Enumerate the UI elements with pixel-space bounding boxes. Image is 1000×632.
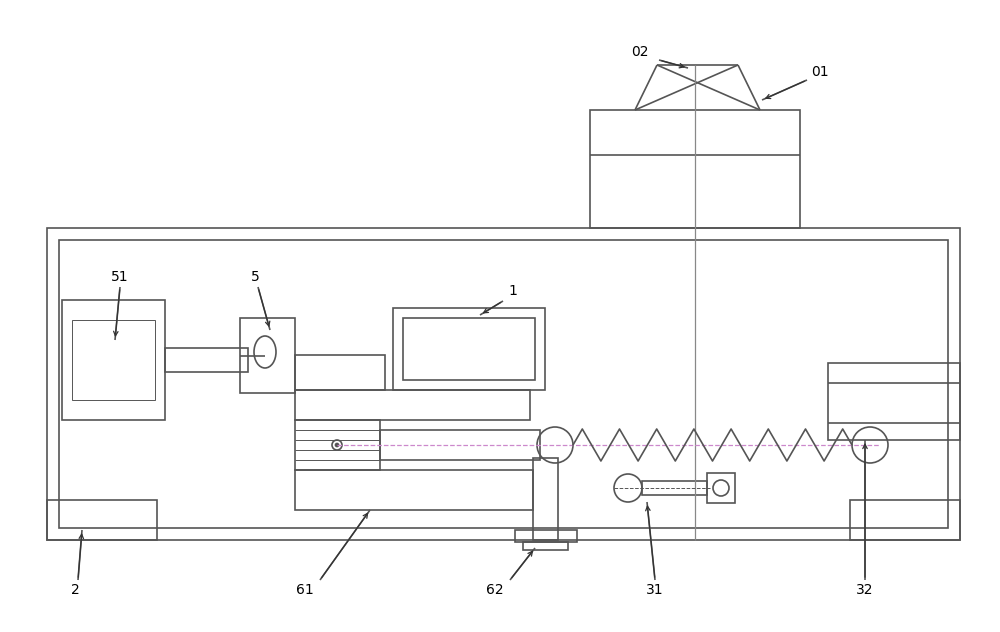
Bar: [515, 530, 577, 542]
Bar: [828, 363, 960, 440]
Bar: [59, 240, 948, 528]
Text: 2: 2: [71, 583, 79, 597]
Bar: [533, 458, 558, 540]
Bar: [295, 420, 380, 470]
Bar: [72, 320, 155, 400]
Text: 62: 62: [486, 583, 504, 597]
Bar: [165, 348, 248, 372]
Text: 5: 5: [251, 270, 259, 284]
Text: 1: 1: [509, 284, 517, 298]
Bar: [403, 318, 535, 380]
Bar: [295, 390, 530, 420]
Bar: [240, 318, 295, 393]
Text: 01: 01: [811, 65, 829, 79]
Bar: [590, 110, 800, 228]
Bar: [393, 308, 545, 390]
Bar: [523, 542, 568, 550]
Text: 51: 51: [111, 270, 129, 284]
Bar: [62, 300, 165, 420]
Bar: [642, 481, 707, 495]
Bar: [295, 470, 533, 510]
Bar: [47, 500, 157, 540]
Bar: [295, 355, 385, 390]
Circle shape: [336, 444, 338, 446]
Text: 31: 31: [646, 583, 664, 597]
Text: 32: 32: [856, 583, 874, 597]
Text: 61: 61: [296, 583, 314, 597]
Bar: [850, 500, 960, 540]
Bar: [380, 430, 540, 460]
Bar: [707, 473, 735, 503]
Bar: [47, 228, 960, 540]
Text: 02: 02: [631, 45, 649, 59]
